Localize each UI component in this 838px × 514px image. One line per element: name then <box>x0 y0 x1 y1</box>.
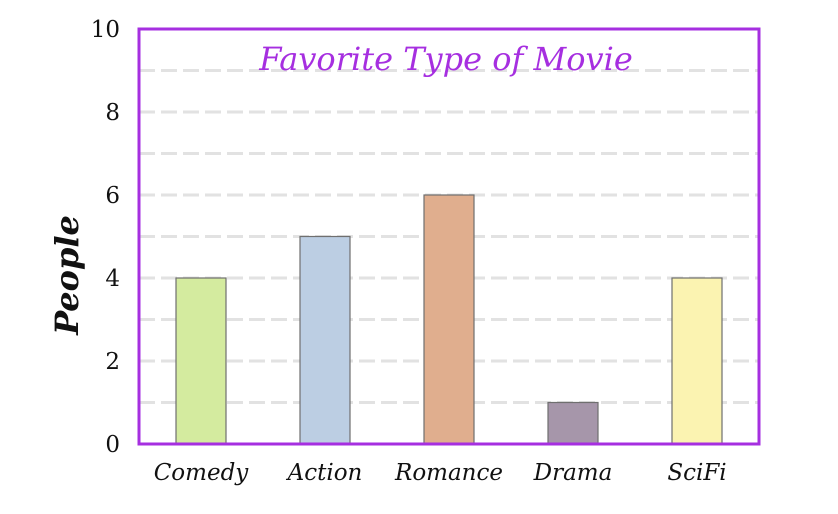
bar-romance <box>423 194 475 445</box>
bar-drama <box>547 401 599 445</box>
x-tick-labels: Comedy Action Romance Drama SciFi <box>154 460 727 486</box>
bar-comedy <box>175 277 227 445</box>
x-tick-label: Comedy <box>154 460 250 486</box>
plot-frame <box>137 27 761 446</box>
chart-title: Favorite Type of Movie <box>258 40 633 78</box>
y-tick-label: 2 <box>105 349 120 375</box>
bar-action <box>299 235 351 445</box>
y-tick-label: 4 <box>105 266 120 292</box>
x-tick-label: Romance <box>394 460 503 486</box>
y-tick-labels: 0 2 4 6 8 10 <box>91 17 120 458</box>
bar-scifi <box>671 277 723 445</box>
x-tick-label: Action <box>286 460 363 486</box>
y-tick-label: 0 <box>105 432 120 458</box>
y-tick-label: 6 <box>105 183 120 209</box>
bars <box>175 194 723 445</box>
x-tick-label: SciFi <box>667 460 726 486</box>
y-tick-label: 8 <box>105 100 120 126</box>
y-axis-title: People <box>48 215 86 336</box>
y-tick-label: 10 <box>91 17 120 43</box>
x-tick-label: Drama <box>533 460 613 486</box>
